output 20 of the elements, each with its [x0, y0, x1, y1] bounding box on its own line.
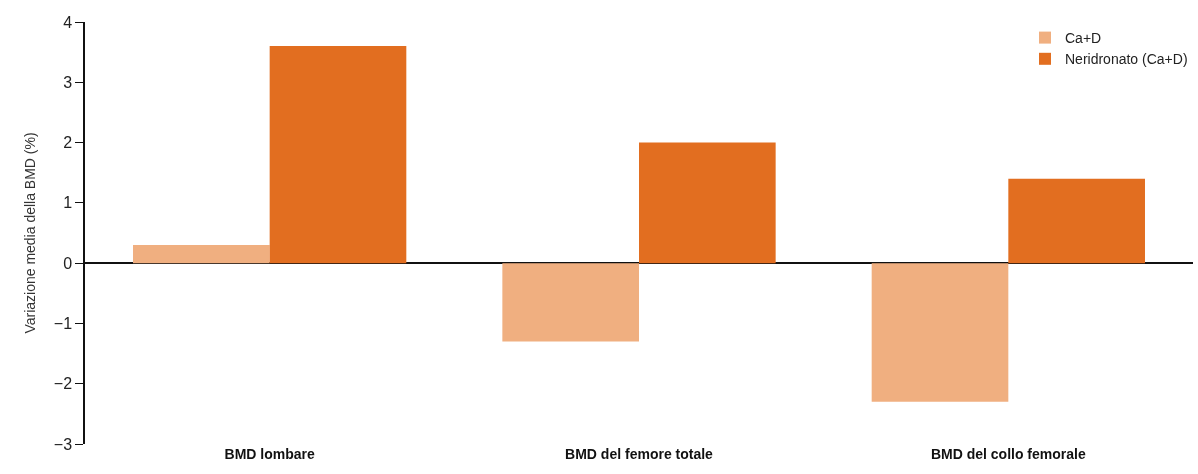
bar	[133, 245, 270, 264]
x-tick-label: BMD lombare	[224, 446, 315, 462]
bar	[1008, 178, 1145, 264]
bar	[502, 263, 639, 342]
bar	[871, 263, 1009, 402]
y-tick-label: 4	[63, 13, 73, 31]
bar	[639, 142, 776, 264]
y-tick-label: 2	[63, 134, 73, 152]
x-tick-label: BMD del collo femorale	[930, 446, 1086, 462]
x-tick-label: BMD del femore totale	[565, 446, 714, 462]
y-axis-title: Variazione media della BMD (%)	[21, 132, 38, 334]
y-tick-label: 0	[63, 254, 73, 272]
legend-label: Neridronato (Ca+D)	[1065, 51, 1188, 68]
y-tick-label: −2	[53, 375, 73, 393]
y-tick-label: 1	[63, 194, 73, 212]
y-tick-label: −3	[53, 435, 73, 453]
legend-label: Ca+D	[1065, 30, 1102, 47]
bar	[269, 46, 407, 264]
y-tick-label: 3	[63, 73, 73, 91]
y-tick-label: −1	[53, 315, 73, 333]
